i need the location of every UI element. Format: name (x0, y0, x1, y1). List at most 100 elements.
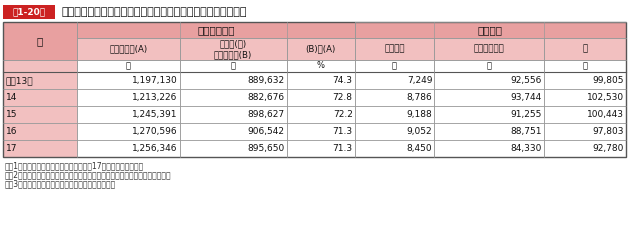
Bar (179, 106, 287, 123)
Text: 1,270,596: 1,270,596 (132, 127, 177, 136)
Text: 1,197,130: 1,197,130 (131, 76, 177, 85)
Bar (77, 22, 355, 38)
Text: 72.2: 72.2 (333, 110, 353, 119)
Bar (3, 22, 77, 60)
Text: 889,632: 889,632 (248, 76, 285, 85)
Bar (77, 60, 179, 72)
Bar (355, 38, 434, 60)
Text: 882,676: 882,676 (248, 93, 285, 102)
Bar (3, 106, 77, 123)
Bar (434, 72, 543, 89)
Text: 17: 17 (6, 144, 18, 153)
Bar (355, 106, 434, 123)
Text: 72.8: 72.8 (333, 93, 353, 102)
Bar (179, 123, 287, 140)
Bar (543, 106, 626, 123)
Text: 895,650: 895,650 (248, 144, 285, 153)
Bar (77, 72, 179, 89)
Bar (3, 60, 77, 72)
Bar (179, 60, 287, 72)
Text: 起訴人員: 起訴人員 (478, 25, 503, 35)
Bar (287, 106, 355, 123)
Bar (434, 140, 543, 157)
Text: %: % (317, 61, 325, 70)
Bar (543, 140, 626, 157)
Text: 人: 人 (486, 61, 491, 70)
Bar (434, 123, 543, 140)
Bar (77, 38, 179, 60)
Bar (179, 140, 287, 157)
Bar (287, 72, 355, 89)
Text: 9,188: 9,188 (406, 110, 432, 119)
Bar (287, 140, 355, 157)
Text: 計: 計 (582, 45, 587, 54)
Text: 93,744: 93,744 (510, 93, 542, 102)
Bar (3, 5, 55, 19)
Text: 99,805: 99,805 (593, 76, 624, 85)
Text: 88,751: 88,751 (510, 127, 542, 136)
Bar (355, 22, 626, 38)
Bar (355, 60, 434, 72)
Text: 7,249: 7,249 (407, 76, 432, 85)
Text: 人: 人 (231, 61, 236, 70)
Text: 業務上(重)
過失致死傷(B): 業務上(重) 過失致死傷(B) (214, 39, 252, 59)
Text: 74.3: 74.3 (333, 76, 353, 85)
Bar (355, 123, 434, 140)
Text: 年: 年 (37, 36, 43, 46)
Text: 人: 人 (126, 61, 131, 70)
Text: 刑法犯総数(A): 刑法犯総数(A) (109, 45, 147, 54)
Bar (77, 123, 179, 140)
Bar (543, 38, 626, 60)
Bar (434, 106, 543, 123)
Bar (179, 89, 287, 106)
Bar (287, 60, 355, 72)
Bar (3, 140, 77, 157)
Text: 92,556: 92,556 (510, 76, 542, 85)
Bar (543, 123, 626, 140)
Bar (287, 38, 355, 60)
Text: 1,213,226: 1,213,226 (132, 93, 177, 102)
Text: 3　刑法犯通常受理人員には，準刑法犯を含む。: 3 刑法犯通常受理人員には，準刑法犯を含む。 (5, 179, 116, 188)
Text: 人: 人 (392, 61, 397, 70)
Text: 平成13年: 平成13年 (6, 76, 33, 85)
Text: 9,052: 9,052 (406, 127, 432, 136)
Bar (179, 38, 287, 60)
Text: 業務上（重）過失致死傷事件通常受理人員及び起訴人員の推移: 業務上（重）過失致死傷事件通常受理人員及び起訴人員の推移 (61, 7, 247, 17)
Bar (3, 123, 77, 140)
Text: 71.3: 71.3 (333, 127, 353, 136)
Bar (434, 38, 543, 60)
Text: 1,245,391: 1,245,391 (132, 110, 177, 119)
Bar (434, 89, 543, 106)
Bar (355, 89, 434, 106)
Text: 1,256,346: 1,256,346 (132, 144, 177, 153)
Text: 84,330: 84,330 (510, 144, 542, 153)
Text: 注　1　法務省資料による。ただし，平成17年は仮集計である。: 注 1 法務省資料による。ただし，平成17年は仮集計である。 (5, 161, 144, 170)
Bar (77, 140, 179, 157)
Text: 102,530: 102,530 (587, 93, 624, 102)
Text: 通常受理人員: 通常受理人員 (197, 25, 235, 35)
Bar (77, 89, 179, 106)
Text: 906,542: 906,542 (248, 127, 285, 136)
Text: 2　通常受理人員とは，検察官直受・認知，司法警察員送致の人員をいう。: 2 通常受理人員とは，検察官直受・認知，司法警察員送致の人員をいう。 (5, 170, 172, 179)
Text: 14: 14 (6, 93, 18, 102)
Bar (3, 89, 77, 106)
Bar (543, 72, 626, 89)
Bar (287, 123, 355, 140)
Text: 8,450: 8,450 (406, 144, 432, 153)
Text: (B)／(A): (B)／(A) (306, 45, 336, 54)
Text: 15: 15 (6, 110, 18, 119)
Text: 100,443: 100,443 (587, 110, 624, 119)
Text: 16: 16 (6, 127, 18, 136)
Bar (179, 72, 287, 89)
Bar (434, 60, 543, 72)
Text: 91,255: 91,255 (510, 110, 542, 119)
Bar (3, 22, 626, 157)
Bar (543, 89, 626, 106)
Bar (287, 89, 355, 106)
Bar (355, 140, 434, 157)
Text: 第1-20表: 第1-20表 (13, 7, 45, 16)
Text: 公判請求: 公判請求 (384, 45, 404, 54)
Text: 8,786: 8,786 (406, 93, 432, 102)
Text: 898,627: 898,627 (248, 110, 285, 119)
Bar (355, 72, 434, 89)
